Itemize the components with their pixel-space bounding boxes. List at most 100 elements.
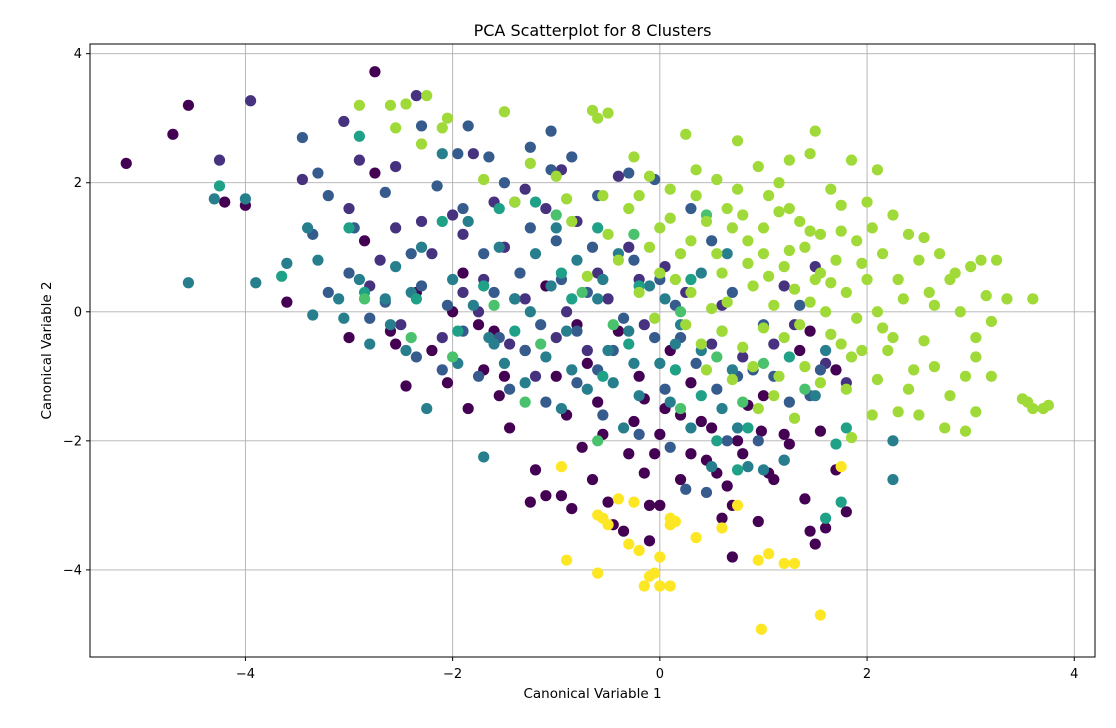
scatter-point [923,286,935,299]
scatter-point [597,409,609,421]
scatter-point [612,170,625,182]
scatter-point [685,235,697,247]
scatter-point [825,328,837,340]
scatter-point [390,222,402,234]
scatter-point [685,422,697,434]
scatter-point [887,331,899,344]
scatter-point [959,370,972,382]
scatter-point [623,241,635,253]
scatter-point [343,267,355,279]
scatter-point [768,338,780,350]
scatter-point [441,112,454,124]
scatter-point [752,515,764,528]
scatter-point [711,173,723,186]
scatter-point [623,202,635,215]
scatter-point [835,199,847,211]
scatter-point [737,351,749,363]
scatter-point [426,344,438,357]
scatter-point [540,351,552,363]
scatter-point [379,293,391,305]
scatter-point [628,415,640,428]
scatter-point [742,257,754,269]
scatter-point [338,115,350,128]
scatter-point [835,496,847,508]
scatter-point [509,293,521,305]
scatter-point [959,425,972,437]
scatter-point [778,280,790,292]
scatter-point [757,390,770,402]
scatter-point [592,567,604,579]
scatter-point [597,190,609,202]
scatter-point [452,325,464,337]
scatter-point [856,257,868,269]
scatter-point [742,235,754,247]
scatter-point [654,580,666,592]
scatter-point [685,202,697,215]
scatter-point [343,331,355,344]
scatter-point [167,128,179,140]
scatter-point [296,173,308,186]
scatter-point [353,273,365,286]
scatter-point [120,157,132,169]
scatter-point [757,464,770,476]
scatter-point [835,225,847,237]
scatter-point [654,267,666,279]
scatter-point [400,98,412,110]
scatter-point [752,161,764,173]
scatter-point [509,196,521,208]
scatter-point [830,254,842,266]
scatter-point [643,241,656,253]
scatter-point [902,228,915,240]
scatter-point [244,95,257,107]
scatter-point [535,338,547,350]
scatter-point [633,544,645,557]
scatter-point [814,267,827,279]
scatter-point [550,222,562,234]
scatter-point [814,377,827,389]
scatter-point [555,402,568,415]
scatter-point [711,435,723,447]
scatter-point [436,122,448,134]
scatter-point [540,490,552,502]
scatter-point [985,370,997,382]
scatter-point [737,209,749,221]
scatter-point [213,180,226,192]
scatter-point [493,241,505,253]
scatter-point [550,209,562,221]
scatter-point [659,293,671,305]
scatter-point [985,315,997,328]
scatter-point [892,273,904,286]
scatter-point [369,66,381,78]
scatter-point [281,257,293,269]
scatter-point [550,170,562,182]
x-tick-label: 2 [863,667,871,682]
scatter-point [809,125,821,137]
scatter-point [623,167,635,179]
scatter-point [478,280,490,292]
scatter-point [519,344,531,357]
scatter-point [778,428,790,440]
scatter-point [674,248,687,260]
scatter-point [322,190,334,202]
scatter-point [731,422,744,434]
scatter-point [814,364,827,376]
scatter-point [581,357,593,370]
scatter-point [410,293,422,305]
scatter-point [457,267,469,279]
scatter-point [638,319,650,331]
scatter-point [820,522,832,534]
scatter-point [457,202,469,215]
scatter-point [301,222,314,234]
scatter-point [519,293,531,305]
scatter-point [415,215,428,228]
scatter-point [436,215,448,228]
scatter-point [649,567,661,579]
scatter-point [597,273,609,286]
scatter-point [887,473,899,486]
scatter-point [980,290,992,302]
scatter-point [866,222,878,234]
scatter-point [514,267,526,279]
scatter-point [939,422,951,434]
scatter-point [592,222,604,234]
scatter-point [654,357,666,370]
